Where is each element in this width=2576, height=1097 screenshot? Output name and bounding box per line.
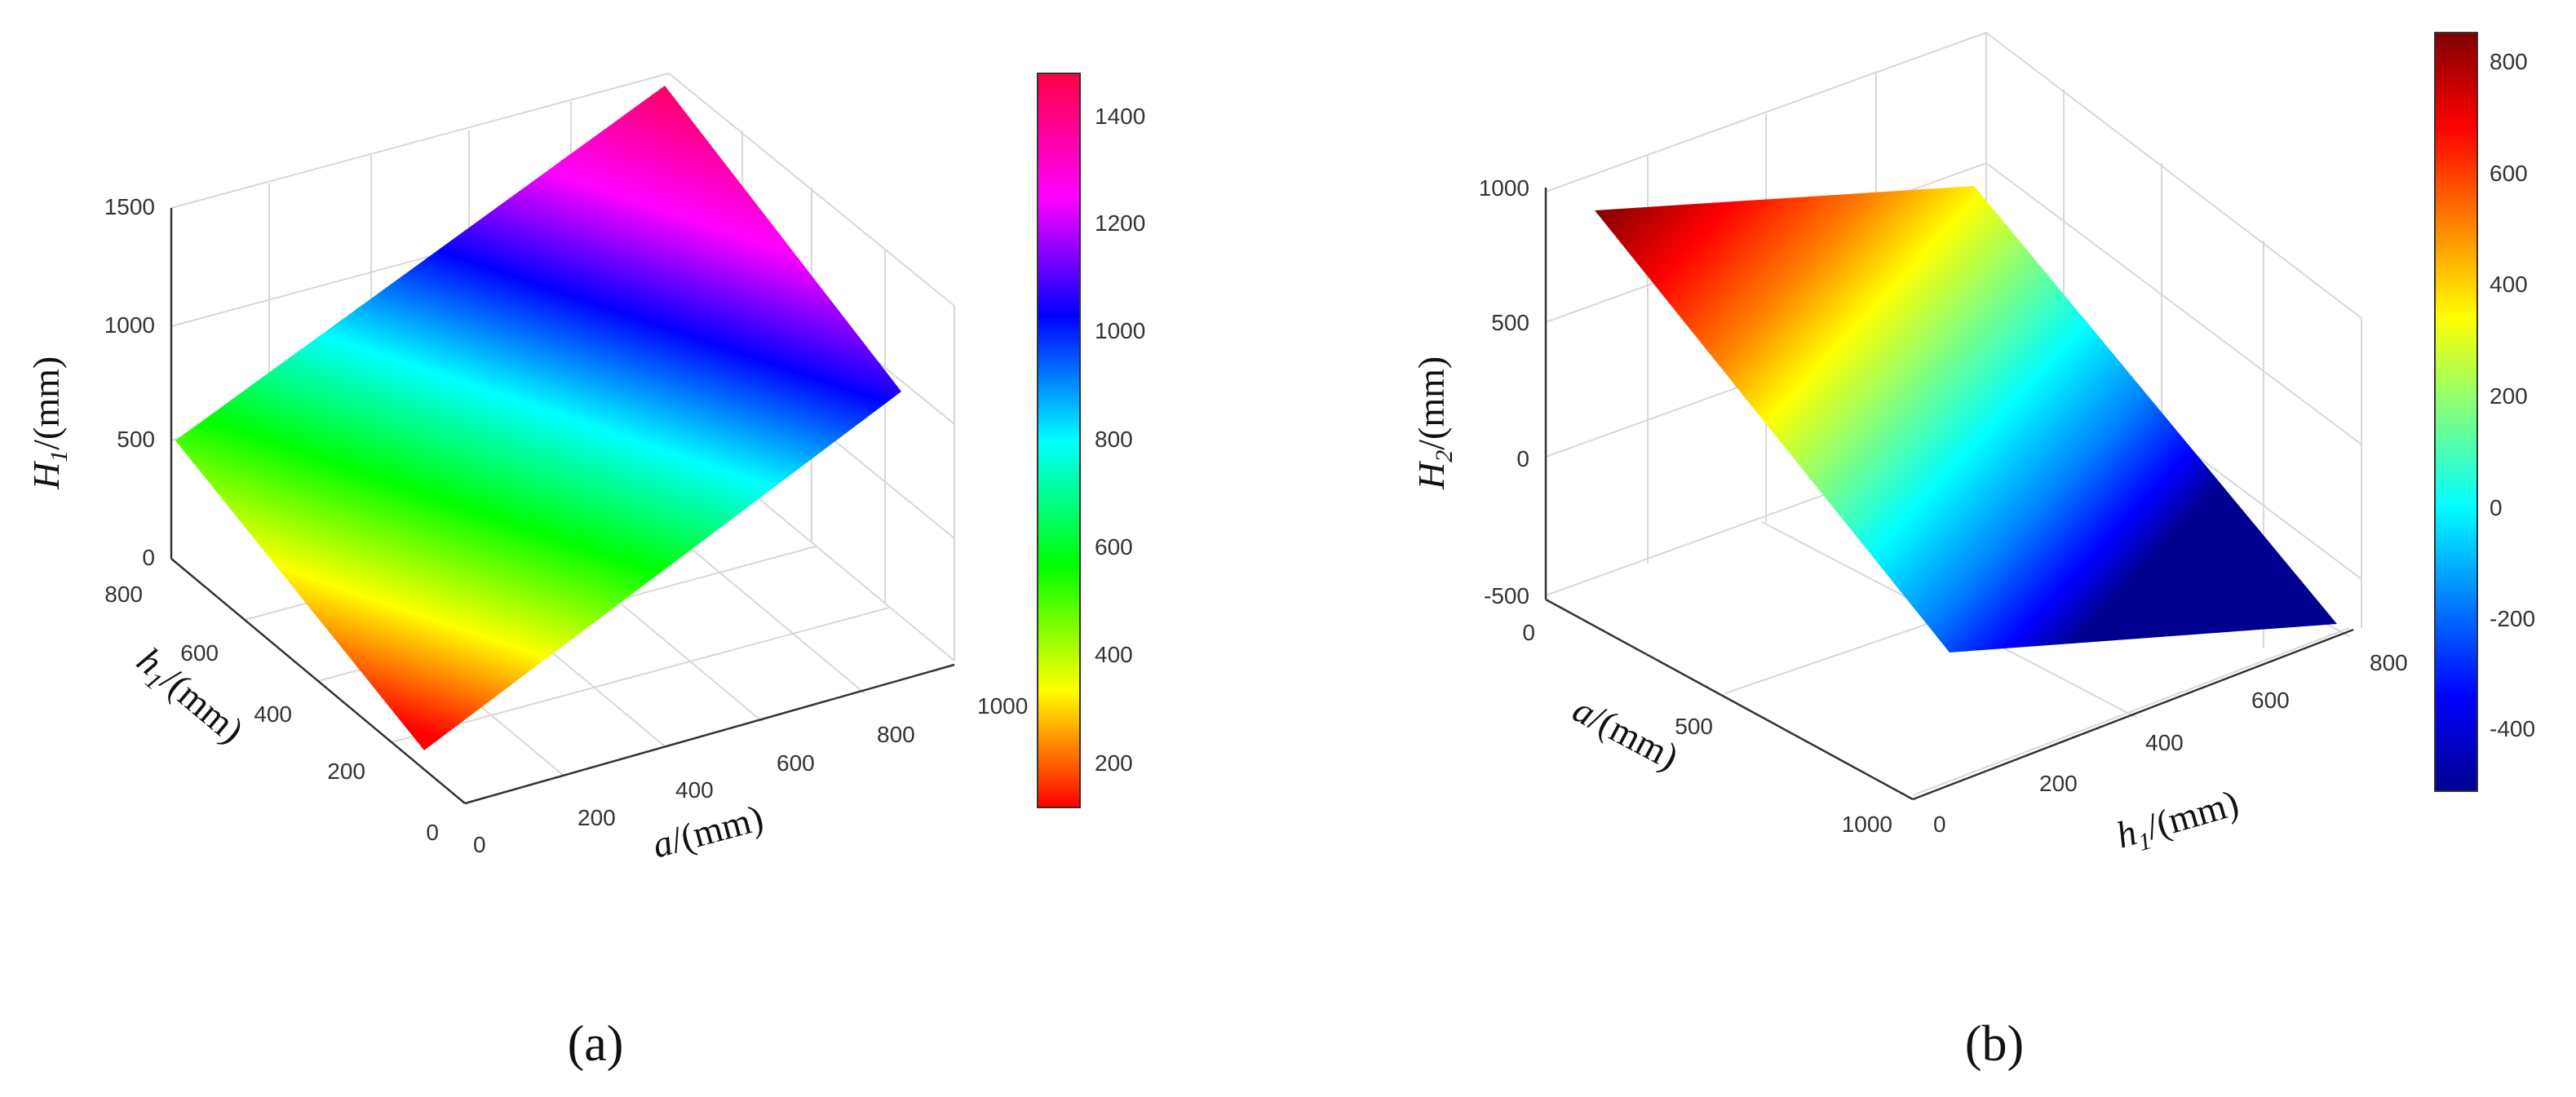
colorbar-tick-label: 200 [2490,383,2528,409]
x-tick-label: 0 [473,832,486,857]
y-tick-label: 400 [254,701,292,727]
y-ticks-a: 0 200 400 600 800 [104,582,439,845]
z-tick-label: 0 [142,545,155,570]
panel-label-b: (b) [1965,1016,2024,1072]
colorbar-tick-label: -200 [2490,606,2535,631]
z-tick-label: 1000 [1479,175,1529,201]
y-axis-label-b: h1/(mm) [2112,781,2245,861]
y-tick-label: 200 [2039,771,2078,796]
colorbar-tick-label: 0 [2490,495,2503,520]
y-ticks-b: 0 200 400 600 800 [1933,650,2408,837]
colorbar-tick-label: 800 [2490,49,2528,74]
x-tick-label: 400 [675,777,714,803]
colorbar-a: 200 400 600 800 1000 1200 1400 [1037,73,1145,808]
panel-label-a: (a) [568,1016,624,1072]
colorbar-tick-label: 1400 [1095,104,1145,129]
colorbar-tick-label: 400 [2490,272,2528,297]
colorbar-tick-label: 600 [1095,534,1133,560]
colorbar-b: -400 -200 0 200 400 600 800 [2434,32,2535,792]
surface-a [175,86,901,750]
z-axis-label-a: H1/(mm) [25,356,73,490]
colorbar-tick-label: -400 [2490,716,2535,741]
colorbar-a-gradient [1037,73,1081,808]
x-axis-label-a: a/(mm) [648,797,767,866]
z-axis-label-b: H2/(mm) [1410,356,1458,490]
x-axis-label-b: a/(mm) [1566,688,1685,778]
z-tick-label: 1000 [104,312,155,338]
colorbar-tick-label: 200 [1095,750,1133,776]
colorbar-tick-label: 1200 [1095,210,1145,236]
z-ticks-a: 0 500 1000 1500 [104,194,155,570]
z-tick-label: 1500 [104,194,155,219]
z-tick-label: -500 [1484,583,1529,608]
z-ticks-b: -500 0 500 1000 [1479,175,1529,608]
x-tick-label: 500 [1675,714,1713,739]
x-tick-label: 200 [578,805,616,830]
x-tick-label: 800 [877,722,915,747]
colorbar-tick-label: 400 [1095,642,1133,667]
y-tick-label: 0 [426,820,439,845]
y-tick-label: 800 [2370,650,2408,675]
panel-b: -500 0 500 1000 0 500 1000 0 200 400 600… [1410,32,2535,1072]
y-tick-label: 200 [327,759,365,784]
y-tick-label: 0 [1933,812,1946,837]
colorbar-b-ticks: -400 -200 0 200 400 600 800 [2490,49,2535,741]
x-ticks-b: 0 500 1000 [1522,620,1892,837]
colorbar-tick-label: 600 [2490,161,2528,186]
colorbar-tick-label: 800 [1095,427,1133,452]
z-tick-label: 0 [1516,446,1529,471]
x-ticks-a: 0 200 400 600 800 1000 [473,693,1028,857]
panel-a: 0 500 1000 1500 0 200 400 600 800 0 200 … [25,73,1145,1072]
x-tick-label: 1000 [1842,812,1892,837]
axes-b [1544,188,2354,801]
colorbar-a-ticks: 200 400 600 800 1000 1200 1400 [1095,104,1145,776]
x-tick-label: 1000 [977,693,1028,719]
y-tick-label: 600 [2251,688,2290,713]
colorbar-tick-label: 1000 [1095,318,1145,343]
surface-b [1595,186,2337,652]
x-tick-label: 600 [777,750,815,776]
z-tick-label: 500 [117,427,155,452]
z-tick-label: 500 [1491,310,1529,335]
colorbar-b-gradient [2434,32,2478,792]
y-tick-label: 600 [180,640,219,666]
x-tick-label: 0 [1522,620,1535,645]
axes-a [170,208,955,805]
y-tick-label: 800 [104,582,143,607]
y-tick-label: 400 [2145,730,2184,755]
